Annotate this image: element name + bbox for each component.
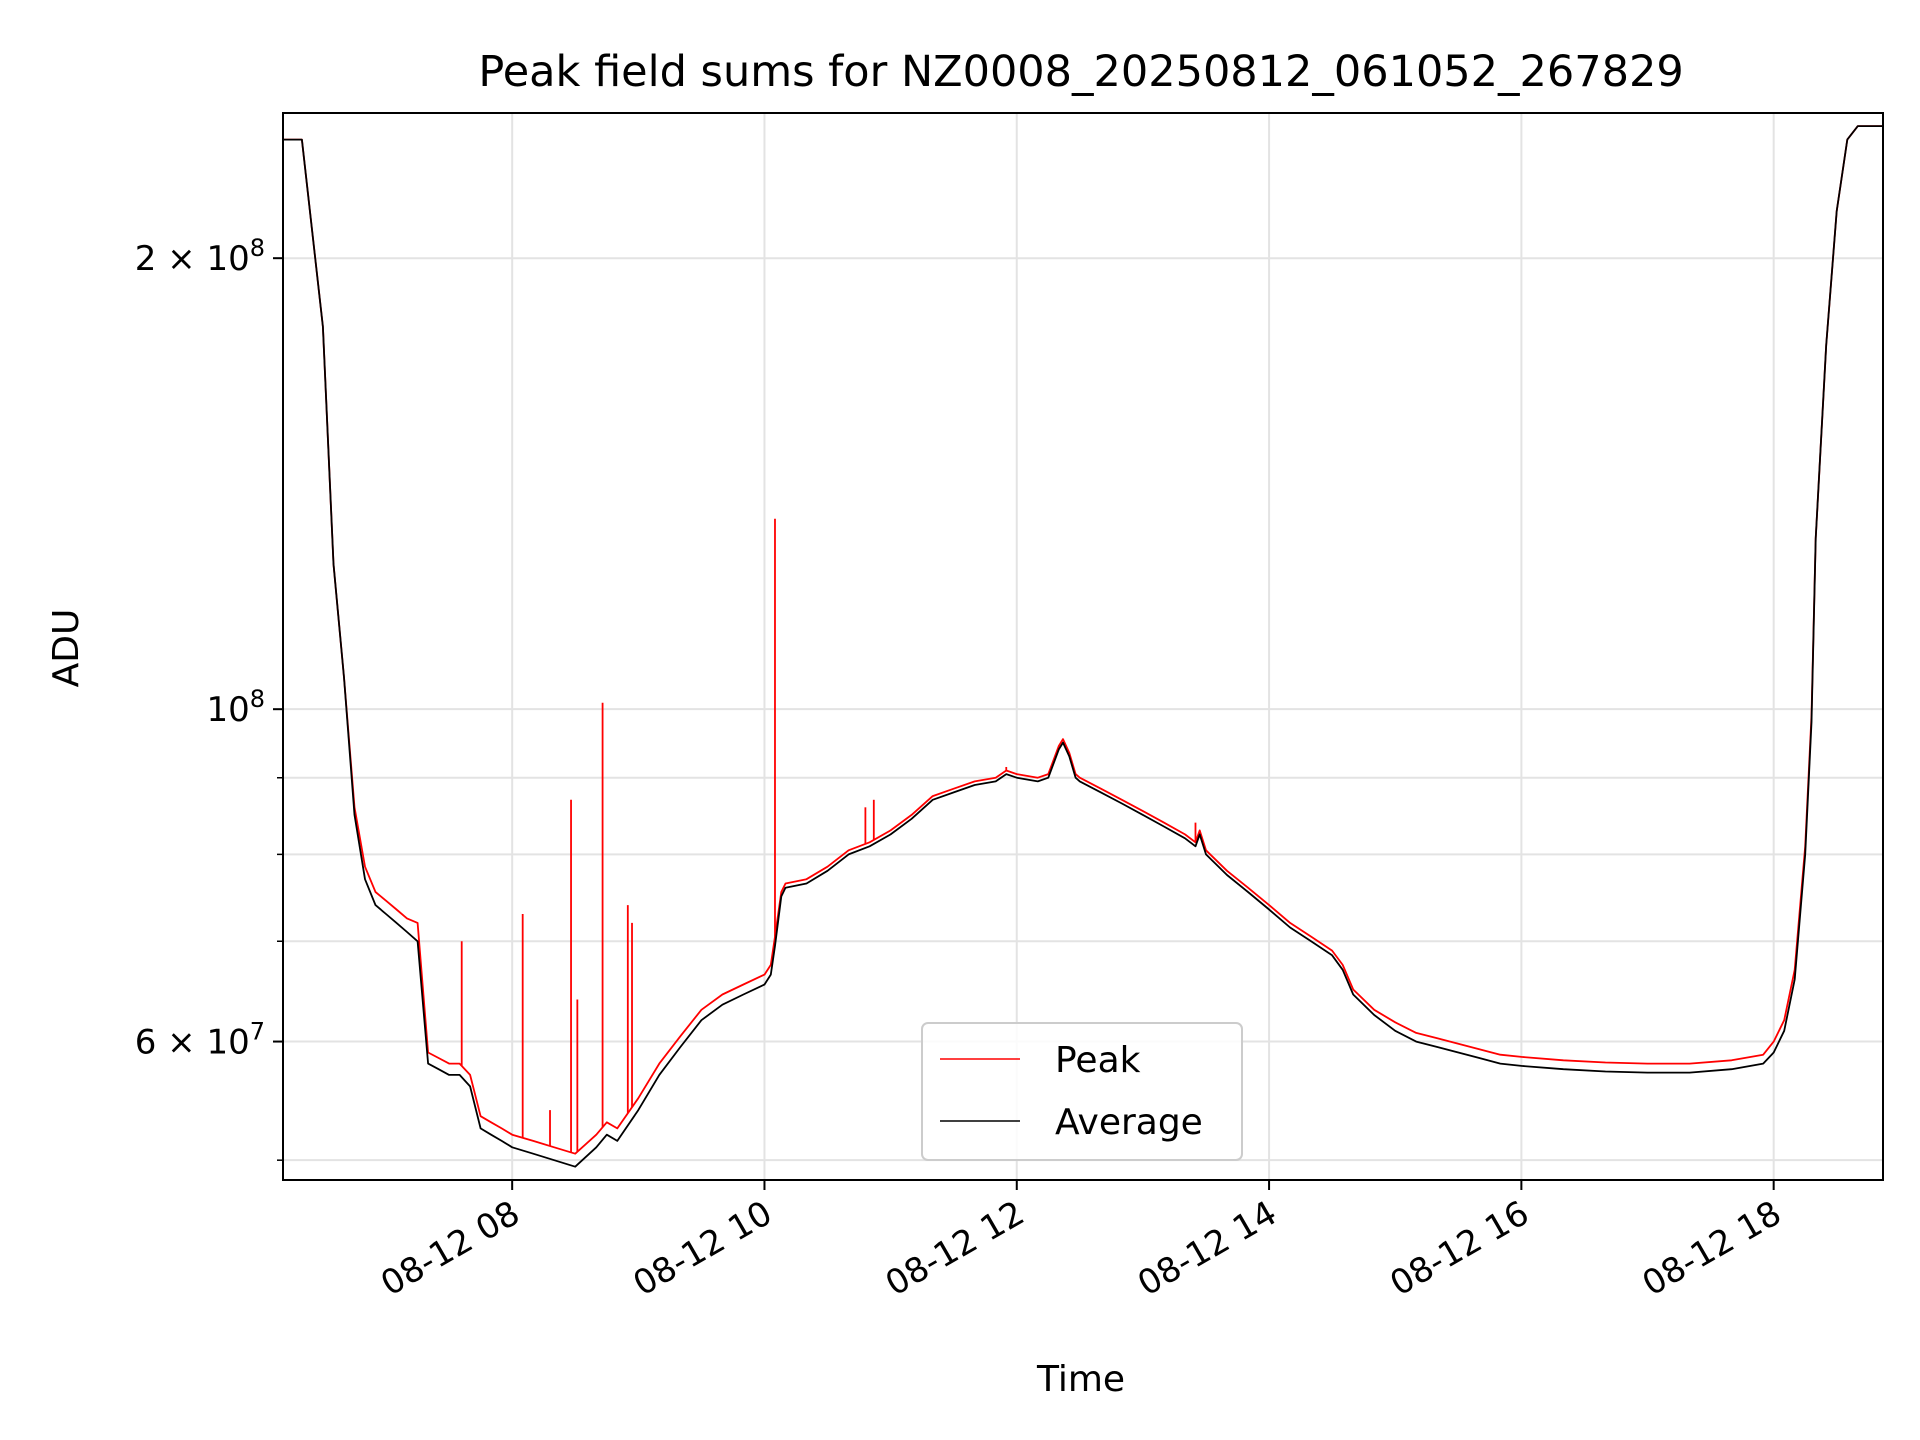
x-axis-label: Time [1036,1359,1125,1400]
legend-label-average: Average [1055,1102,1203,1143]
chart-title: Peak field sums for NZ0008_20250812_0610… [478,47,1683,97]
series-line-peak [283,125,1883,1155]
series-layer [283,125,1883,1168]
legend-box [921,1022,1243,1161]
legend: Peak Average [921,1022,1243,1161]
plot-frame [282,112,1884,1181]
series-line-average [283,125,1883,1168]
y-axis-label: ADU [46,609,87,688]
y-tick-label: 2 × 108 [135,234,265,279]
y-tick-label: 6 × 107 [135,1018,265,1063]
legend-label-peak: Peak [1055,1040,1141,1081]
